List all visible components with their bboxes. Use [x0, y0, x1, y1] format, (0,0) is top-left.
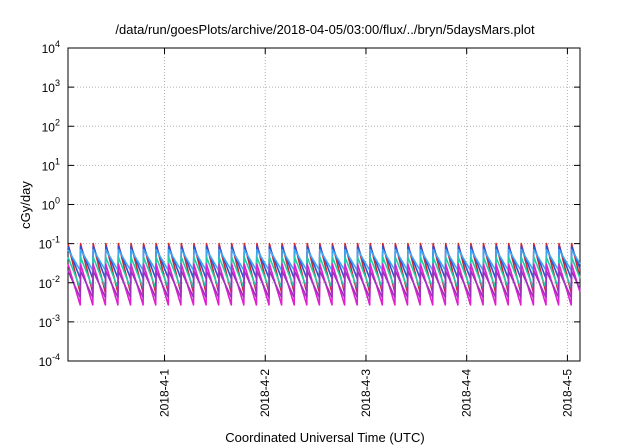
grid	[68, 48, 580, 361]
chart-title: /data/run/goesPlots/archive/2018-04-05/0…	[115, 22, 535, 37]
y-tick-label: 10-4	[39, 352, 60, 369]
x-axis: 2018-4-1 2018-4-2 2018-4-3 2018-4-4 2018-4-5	[158, 48, 574, 417]
y-tick-label: 102	[42, 117, 60, 134]
x-tick-label: 2018-4-3	[359, 369, 373, 417]
series-group	[67, 242, 581, 306]
series-line-4	[67, 256, 581, 289]
series-line-3	[67, 248, 581, 272]
y-axis-label: cGy/day	[18, 181, 33, 229]
y-tick-label: 10-1	[39, 235, 60, 252]
y-tick-label: 101	[42, 156, 60, 173]
y-axis: 10-4 10-3 10-2 10-1 100 101 102 103 104	[39, 39, 580, 369]
x-tick-label: 2018-4-1	[158, 369, 172, 417]
x-tick-label: 2018-4-5	[560, 369, 574, 417]
y-tick-label: 103	[42, 78, 60, 95]
y-tick-label: 100	[42, 196, 60, 213]
x-axis-label: Coordinated Universal Time (UTC)	[225, 430, 424, 445]
series-line-6	[67, 270, 581, 299]
y-tick-label: 104	[42, 39, 60, 56]
x-tick-label: 2018-4-4	[460, 369, 474, 417]
x-tick-label: 2018-4-2	[258, 369, 272, 417]
y-tick-label: 10-3	[39, 313, 60, 330]
y-tick-label: 10-2	[39, 274, 60, 291]
